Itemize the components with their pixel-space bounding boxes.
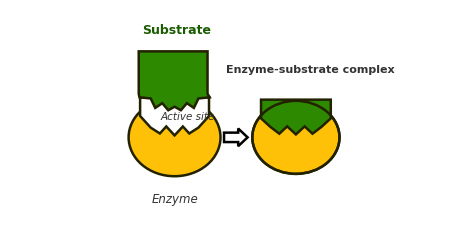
Polygon shape bbox=[261, 100, 331, 134]
Polygon shape bbox=[140, 97, 209, 135]
Ellipse shape bbox=[128, 98, 220, 176]
Polygon shape bbox=[139, 51, 210, 110]
Text: Enzyme: Enzyme bbox=[151, 193, 198, 206]
Text: Substrate: Substrate bbox=[142, 24, 211, 37]
Ellipse shape bbox=[252, 101, 339, 174]
Text: Enzyme-substrate complex: Enzyme-substrate complex bbox=[226, 65, 394, 75]
Text: Active site: Active site bbox=[160, 112, 215, 122]
FancyArrow shape bbox=[224, 128, 247, 146]
